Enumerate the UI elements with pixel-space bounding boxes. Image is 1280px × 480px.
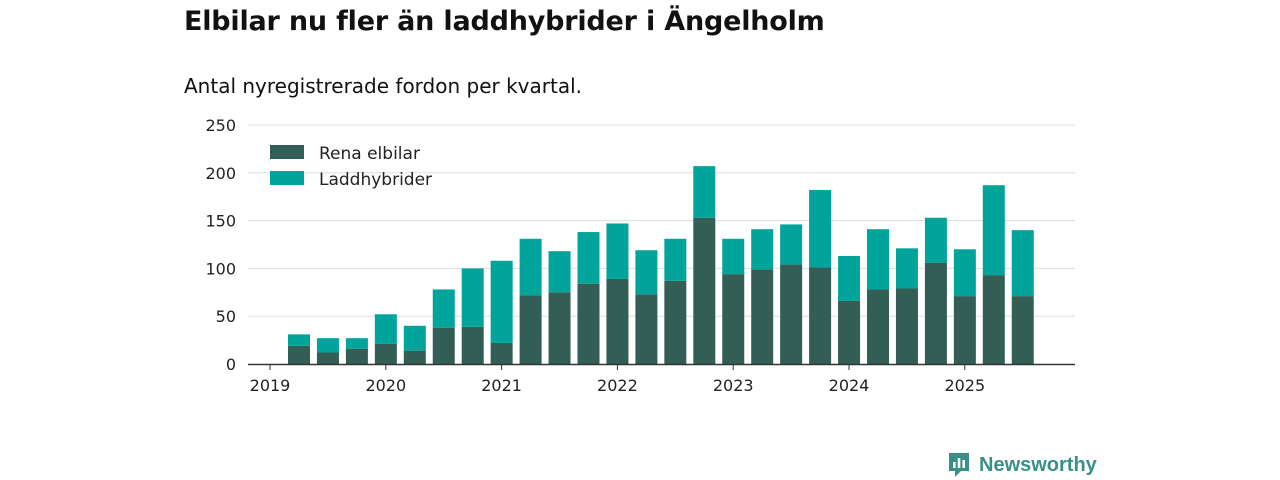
bar-laddhybrider (548, 251, 571, 293)
x-axis-ticks: 2019 2020 2021 2022 2023 2024 2025 (250, 364, 985, 395)
bar-rena-elbilar (548, 292, 571, 364)
bar-laddhybrider (867, 229, 889, 290)
bar-rena-elbilar (780, 264, 803, 364)
bar-laddhybrider (751, 229, 774, 270)
bar-rena-elbilar (606, 278, 629, 364)
bar-laddhybrider (374, 314, 397, 344)
x-tick-label: 2019 (250, 376, 291, 395)
bar-laddhybrider (577, 232, 600, 284)
bar-rena-elbilar (316, 352, 339, 364)
bar-laddhybrider (345, 338, 368, 349)
bar-laddhybrider (316, 338, 339, 353)
bar-laddhybrider (519, 238, 542, 296)
y-axis-ticks: 0 50 100 150 200 250 (205, 116, 236, 374)
bar-laddhybrider (1011, 230, 1034, 297)
legend-swatch (270, 171, 304, 185)
bar-laddhybrider (895, 248, 918, 289)
x-tick-label: 2024 (829, 376, 870, 395)
bar-laddhybrider (490, 260, 513, 343)
y-tick-label: 100 (205, 259, 236, 278)
bar-rena-elbilar (722, 274, 745, 364)
bar-laddhybrider (693, 166, 716, 218)
bar-laddhybrider (780, 224, 803, 265)
bar-rena-elbilar (635, 294, 658, 364)
bar-rena-elbilar (895, 288, 918, 364)
bar-rena-elbilar (838, 300, 861, 364)
x-tick-label: 2023 (713, 376, 754, 395)
bar-rena-elbilar (664, 280, 687, 364)
y-tick-label: 0 (226, 355, 236, 374)
bar-rena-elbilar (461, 326, 484, 364)
bar-rena-elbilar (924, 262, 947, 364)
bar-rena-elbilar (809, 267, 832, 364)
chart-subtitle: Antal nyregistrerade fordon per kvartal. (184, 74, 583, 98)
bar-rena-elbilar (953, 296, 976, 364)
bar-laddhybrider (288, 334, 310, 346)
x-tick-label: 2025 (944, 376, 985, 395)
legend: Rena elbilar Laddhybrider (270, 144, 432, 190)
bar-laddhybrider (635, 250, 658, 295)
x-tick-label: 2022 (597, 376, 638, 395)
bar-rena-elbilar (519, 295, 542, 364)
bar-rena-elbilar (490, 342, 513, 364)
bar-rena-elbilar (288, 345, 310, 364)
bar-laddhybrider (809, 190, 832, 268)
bar-rena-elbilar (1011, 296, 1034, 364)
bar-rena-elbilar (867, 289, 889, 364)
bar-laddhybrider (432, 289, 455, 328)
bar-laddhybrider (924, 217, 947, 263)
bar-rena-elbilar (751, 269, 774, 364)
bar-rena-elbilar (577, 283, 600, 364)
legend-swatch (270, 145, 304, 159)
y-tick-label: 50 (216, 307, 236, 326)
bar-rena-elbilar (374, 343, 397, 364)
brand-name: Newsworthy (979, 453, 1097, 476)
y-tick-label: 250 (205, 116, 236, 135)
y-tick-label: 200 (205, 164, 236, 183)
bar-laddhybrider (461, 268, 484, 327)
bar-laddhybrider (403, 325, 426, 351)
bar-laddhybrider (953, 249, 976, 297)
legend-label: Laddhybrider (319, 170, 432, 190)
bar-laddhybrider (664, 238, 687, 281)
bar-laddhybrider (838, 255, 861, 301)
bar-rena-elbilar (982, 275, 1005, 364)
brand: Newsworthy (947, 451, 1097, 479)
bar-rena-elbilar (432, 327, 455, 364)
bars (288, 166, 1034, 364)
chart-title: Elbilar nu fler än laddhybrider i Ängelh… (184, 6, 825, 37)
bar-laddhybrider (606, 223, 629, 279)
bar-rena-elbilar (345, 348, 368, 364)
y-tick-label: 150 (205, 212, 236, 231)
bar-laddhybrider (982, 185, 1005, 276)
x-tick-label: 2021 (481, 376, 522, 395)
x-tick-label: 2020 (365, 376, 406, 395)
bar-rena-elbilar (693, 217, 716, 364)
newsworthy-logo-icon (949, 453, 969, 477)
bar-rena-elbilar (403, 350, 426, 364)
bar-laddhybrider (722, 238, 745, 275)
legend-label: Rena elbilar (319, 144, 420, 164)
